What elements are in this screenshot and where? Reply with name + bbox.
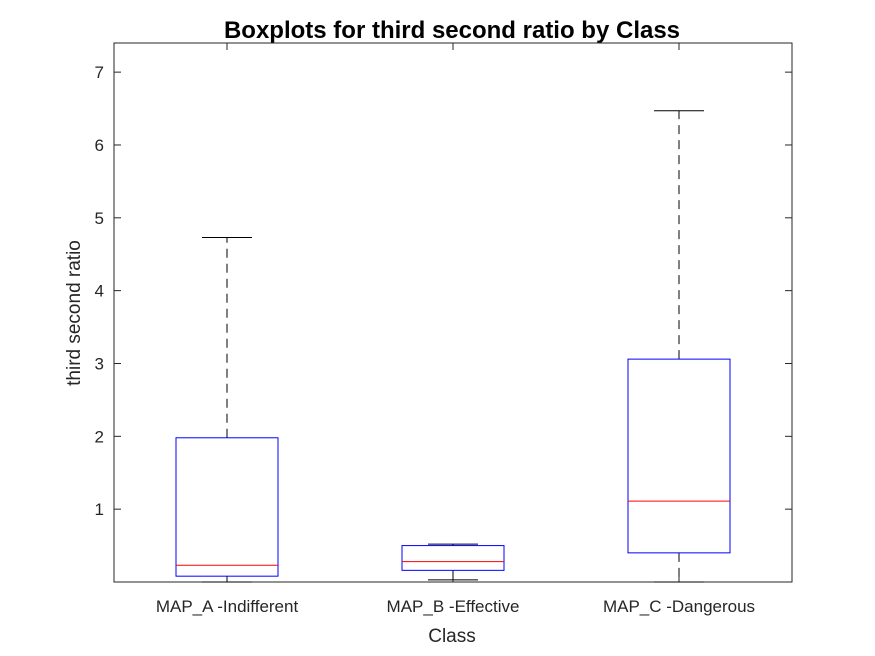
x-tick-label: MAP_C -Dangerous	[603, 597, 755, 616]
iqr-box	[175, 437, 279, 577]
iqr-box	[627, 358, 731, 554]
chart-title: Boxplots for third second ratio by Class	[224, 17, 680, 44]
y-tick-label: 3	[95, 354, 104, 373]
x-axis-label: Class	[428, 626, 476, 647]
y-axis: 1 2 3 4 5 6 7	[95, 63, 792, 519]
y-tick-label: 5	[95, 209, 104, 228]
boxes-group	[175, 110, 731, 583]
y-axis-label: third second ratio	[64, 240, 85, 386]
box-2	[401, 543, 505, 581]
y-tick-label: 7	[95, 63, 104, 82]
y-tick-label: 1	[95, 500, 104, 519]
y-tick-label: 4	[95, 282, 104, 301]
iqr-box	[401, 545, 505, 571]
x-axis: MAP_A -Indifferent MAP_B -Effective MAP_C …	[156, 43, 755, 616]
y-tick-label: 2	[95, 427, 104, 446]
box-3	[627, 110, 731, 583]
y-tick-label: 6	[95, 136, 104, 155]
x-tick-label: MAP_B -Effective	[387, 597, 520, 616]
box-1	[175, 236, 279, 583]
x-tick-label: MAP_A -Indifferent	[156, 597, 299, 616]
